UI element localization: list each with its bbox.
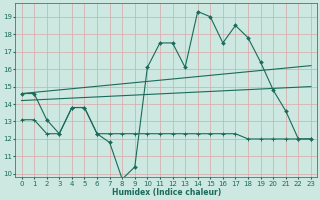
- X-axis label: Humidex (Indice chaleur): Humidex (Indice chaleur): [112, 188, 221, 197]
